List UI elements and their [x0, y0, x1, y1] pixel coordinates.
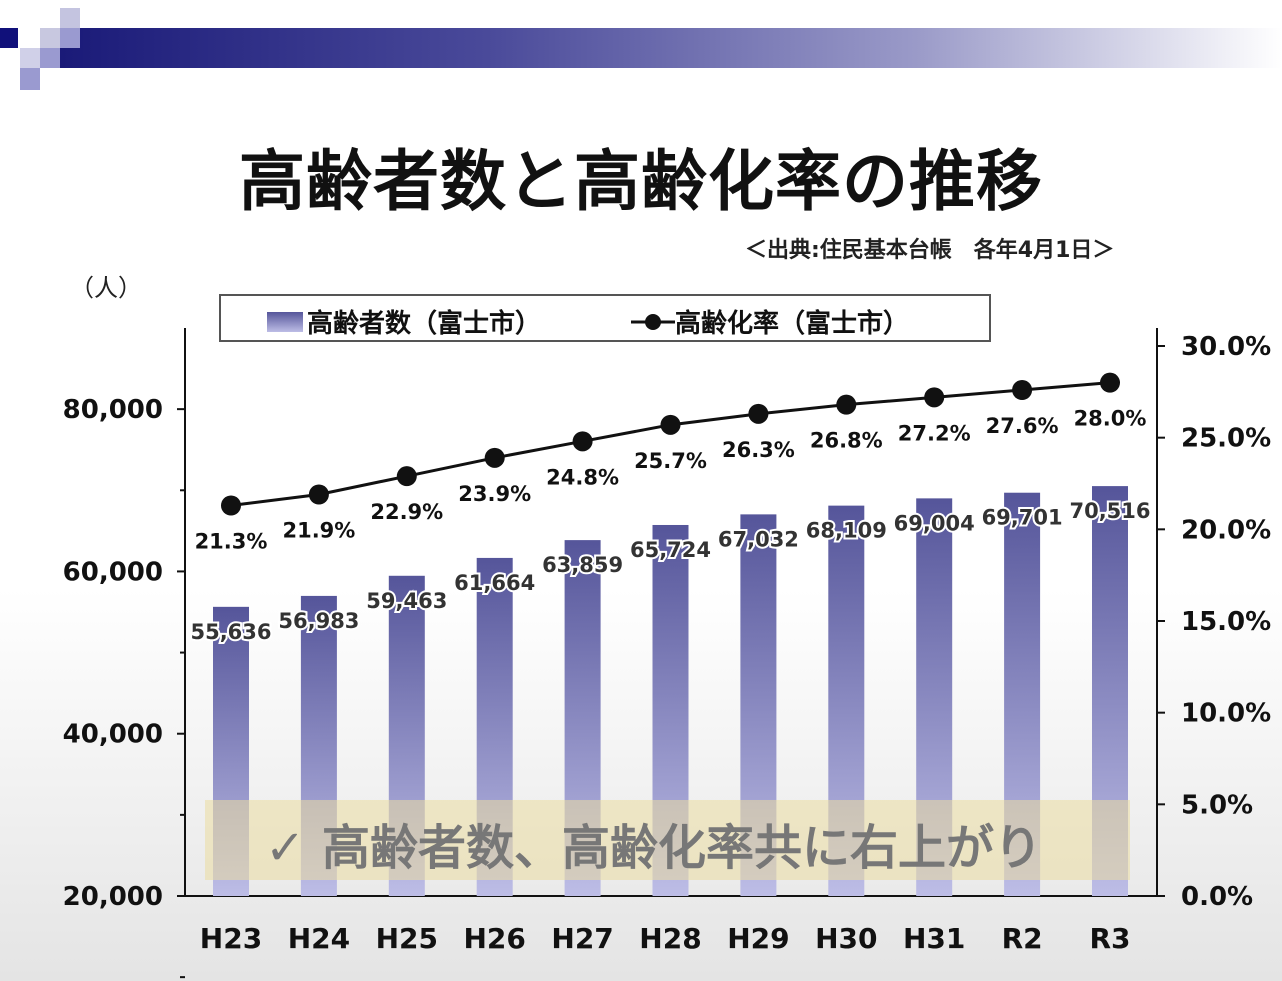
rate-data-label: 25.7% — [634, 449, 707, 473]
bar-data-label: 63,859 — [542, 553, 623, 577]
summary-banner: ✓ 高齢者数、高齢化率共に右上がり — [205, 800, 1130, 880]
y2-tick-label: 10.0% — [1181, 699, 1271, 729]
rate-point — [308, 484, 329, 505]
y2-tick-label: 20.0% — [1181, 515, 1271, 545]
x-tick-label: H24 — [288, 922, 350, 955]
bar-data-label: 56,983 — [278, 609, 359, 633]
rate-point — [221, 495, 241, 516]
x-tick-label: H23 — [200, 922, 262, 955]
legend-item-bar: 高齢者数（富士市） — [267, 303, 541, 340]
rate-data-label: 27.6% — [986, 414, 1059, 438]
x-tick-label: H30 — [815, 922, 877, 955]
rate-point — [924, 387, 945, 408]
deco-square — [0, 28, 18, 48]
rate-point — [1012, 380, 1033, 400]
rate-point — [572, 431, 593, 452]
bar-data-label: 70,516 — [1069, 499, 1150, 523]
deco-square — [60, 28, 80, 48]
rate-data-label: 24.8% — [546, 465, 619, 489]
rate-point — [748, 403, 769, 424]
bar-data-label: 69,004 — [894, 511, 975, 535]
y-tick-label: 60,000 — [63, 557, 163, 587]
check-icon: ✓ — [265, 820, 306, 876]
legend-bar-swatch — [267, 311, 303, 332]
y2-tick-label: 5.0% — [1181, 790, 1253, 820]
rate-data-label: 23.9% — [458, 482, 531, 506]
rate-data-label: 26.3% — [722, 438, 795, 462]
legend: 高齢者数（富士市） 高齢化率（富士市） — [219, 294, 991, 342]
x-tick-label: H31 — [903, 922, 965, 955]
page-title: 高齢者数と高齢化率の推移 — [239, 143, 1043, 220]
y-tick-label: 80,000 — [63, 395, 163, 425]
x-tick-label: R3 — [1089, 922, 1130, 955]
x-tick-label: H28 — [639, 922, 701, 955]
y2-tick-label: 15.0% — [1181, 607, 1271, 637]
legend-label: 高齢者数（富士市） — [307, 309, 542, 339]
y-axis-unit: （人） — [70, 274, 142, 302]
deco-square — [20, 68, 40, 90]
deco-square — [40, 48, 60, 68]
deco-square — [60, 8, 80, 28]
x-tick-label: H26 — [463, 922, 525, 955]
deco-square — [40, 28, 60, 48]
rate-line — [230, 381, 1111, 507]
bar-data-label: 67,032 — [718, 527, 799, 551]
x-tick-label: R2 — [1002, 922, 1043, 955]
rate-data-label: 22.9% — [370, 500, 443, 524]
bar-data-label: 59,463 — [366, 589, 447, 613]
rate-data-label: 21.9% — [282, 519, 355, 543]
rate-data-label: 21.3% — [195, 530, 268, 554]
y-tick-label: 20,000 — [63, 882, 163, 912]
rate-point — [484, 447, 505, 468]
x-tick-label: H25 — [376, 922, 438, 955]
rate-point — [660, 414, 681, 435]
deco-square — [20, 48, 40, 68]
y2-tick-label: 30.0% — [1181, 332, 1271, 362]
header-bar — [60, 28, 1282, 68]
bar-data-label: 69,701 — [982, 506, 1063, 530]
rate-point — [396, 466, 417, 487]
bar-data-label: 65,724 — [630, 538, 711, 562]
x-tick-label: H27 — [551, 922, 613, 955]
legend-item-line: 高齢化率（富士市） — [631, 303, 909, 340]
x-tick-label: H29 — [727, 922, 789, 955]
legend-line-marker-icon — [631, 313, 675, 330]
bar-data-label: 55,636 — [190, 620, 271, 644]
y2-tick-label: 25.0% — [1181, 424, 1271, 454]
rate-point — [1100, 372, 1120, 393]
y-tick-label: 40,000 — [63, 720, 163, 750]
rate-data-label: 27.2% — [898, 421, 971, 445]
rate-data-label: 26.8% — [810, 429, 883, 453]
bar-data-label: 68,109 — [806, 519, 887, 543]
y2-tick-label: 0.0% — [1181, 882, 1253, 912]
summary-text: 高齢者数、高齢化率共に右上がり — [321, 820, 1042, 876]
source-note: ＜出典:住民基本台帳 各年4月1日＞ — [745, 238, 1115, 263]
bar-data-label: 61,664 — [454, 571, 535, 595]
rate-point — [836, 394, 857, 415]
legend-label: 高齢化率（富士市） — [675, 309, 910, 339]
rate-data-label: 28.0% — [1074, 407, 1147, 431]
